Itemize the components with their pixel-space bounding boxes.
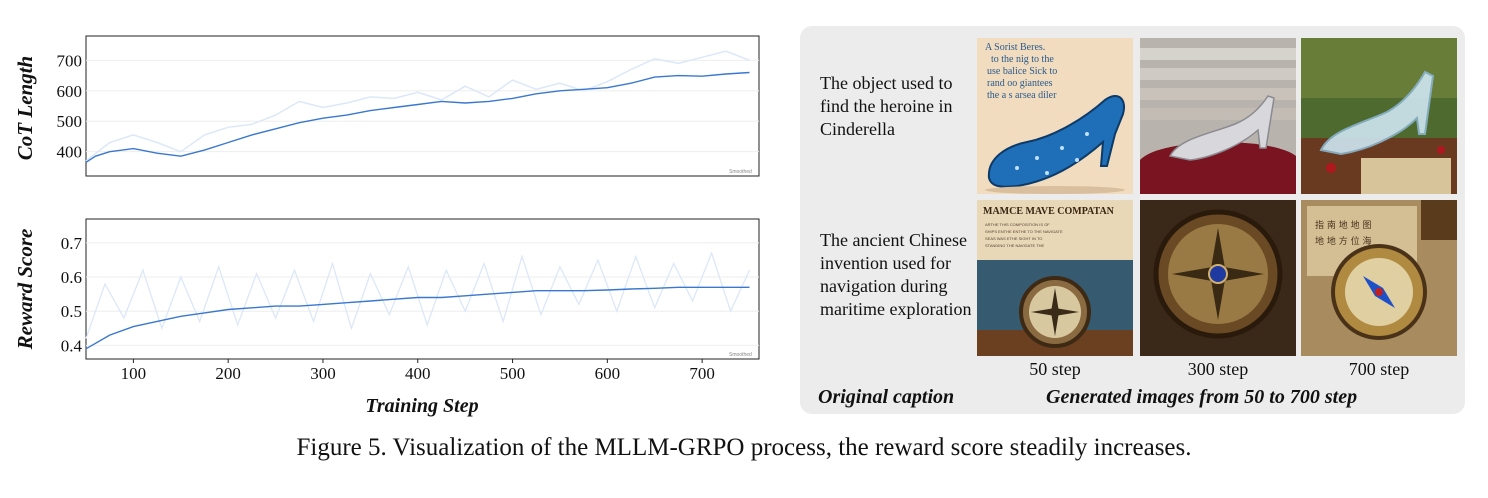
cot-chart-frame [85, 35, 760, 177]
step-label-50: 50 step [1029, 359, 1081, 379]
img-text-line: to the nig to the [991, 54, 1054, 65]
img-text-line: MAMCE MAVE COMPATAN [983, 206, 1115, 217]
y-tick-label: 700 [57, 51, 83, 70]
image-compass-700-step: 指 南 地 地 图 地 地 方 位 海 [1301, 200, 1457, 356]
x-tick-label: 500 [500, 364, 526, 383]
x-tick-label: 100 [121, 364, 147, 383]
img-text-line: A Sorist Beres. [985, 42, 1045, 53]
img-text-line: SEAS WAS ETHE SIGHT IN TO [985, 236, 1042, 241]
training-charts: 400 500 600 700 CoT Length Smoothed 0.4 0.5 0… [13, 35, 760, 417]
img-text-line: rand oo giantees [987, 78, 1053, 89]
image-shoe-700-step [1301, 38, 1457, 194]
y-tick-label: 0.5 [61, 302, 82, 321]
img-text-line: 指 南 地 地 图 [1315, 219, 1371, 231]
cot-ylabel: CoT Length [13, 56, 37, 160]
footer-generated-images: Generated images from 50 to 700 step [1046, 386, 1358, 408]
cot-raw-line [85, 50, 750, 162]
y-tick-label: 500 [57, 112, 83, 131]
reward-chart-frame [85, 218, 760, 360]
y-tick-label: 0.7 [61, 234, 83, 253]
y-tick-label: 0.4 [61, 336, 83, 355]
img-text-line: the a s arsea diler [987, 90, 1057, 101]
image-shoe-50-step: A Sorist Beres. to the nig to the use ba… [977, 38, 1133, 194]
img-text-line: use balice Sick to [987, 66, 1057, 77]
step-label-300: 300 step [1187, 359, 1249, 379]
img-text-line: ARTHE THIS COMPOSITION IS OF [985, 222, 1050, 227]
image-compass-300-step [1140, 200, 1296, 356]
footer-original-caption: Original caption [818, 386, 955, 408]
image-compass-50-step: MAMCE MAVE COMPATAN ARTHE THIS COMPOSITI… [977, 200, 1133, 356]
y-tick-label: 600 [57, 82, 83, 101]
img-text-line: STANDING THE NAVIGATE THE [985, 243, 1045, 248]
cot-smoothed-line [85, 71, 750, 163]
image-shoe-300-step [1140, 38, 1296, 194]
reward-xlabel: Training Step [365, 395, 478, 417]
img-text-line: 地 地 方 位 海 [1315, 235, 1371, 247]
y-tick-label: 400 [57, 143, 83, 162]
reward-ylabel: Reward Score [13, 229, 37, 351]
y-tick-label: 0.6 [61, 268, 82, 287]
reward-smoothed-line [85, 286, 750, 350]
x-tick-label: 600 [595, 364, 621, 383]
prompt-compass: The ancient Chinese invention used for n… [820, 230, 972, 319]
chart-watermark: Smoothed [729, 169, 752, 175]
chart-watermark: Smoothed [729, 352, 752, 358]
x-tick-label: 300 [310, 364, 336, 383]
generated-images-panel: The object used to find the heroine in C… [800, 26, 1465, 414]
img-text-line: SHIPS ENTHE ENTHE TO THE NAVIGATE [985, 229, 1063, 234]
x-tick-label: 700 [689, 364, 715, 383]
x-tick-label: 200 [215, 364, 241, 383]
figure-caption: Figure 5. Visualization of the MLLM-GRPO… [296, 434, 1192, 461]
x-tick-label: 400 [405, 364, 431, 383]
step-label-700: 700 step [1348, 359, 1410, 379]
prompt-cinderella: The object used to find the heroine in C… [820, 73, 953, 139]
